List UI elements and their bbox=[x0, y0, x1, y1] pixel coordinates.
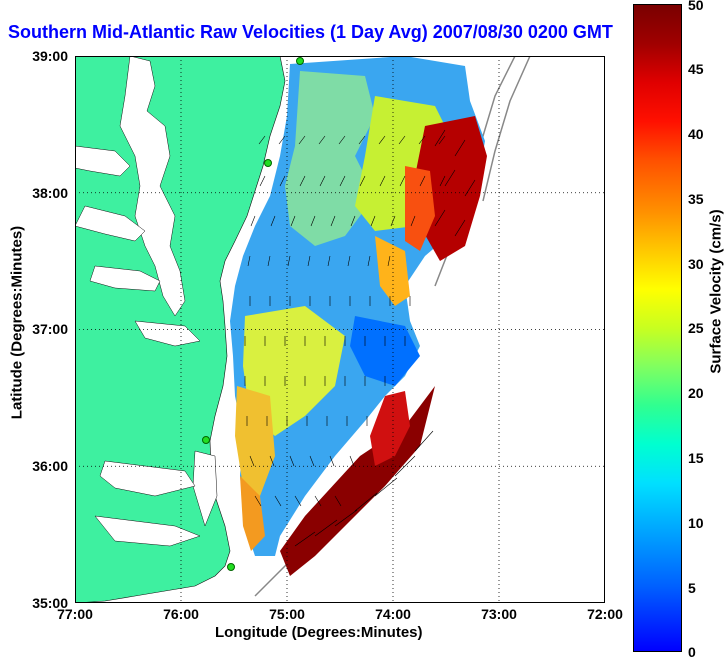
map-graphic bbox=[75, 56, 605, 603]
x-tick-label: 75:00 bbox=[257, 606, 317, 622]
colorbar-tick-label: 40 bbox=[688, 126, 704, 142]
map-title: Southern Mid-Atlantic Raw Velocities (1 … bbox=[8, 22, 628, 48]
velocity-map bbox=[75, 56, 605, 603]
x-tick-label: 73:00 bbox=[469, 606, 529, 622]
colorbar-title: Surface Velocity (cm/s) bbox=[708, 192, 724, 392]
y-tick-label: 39:00 bbox=[8, 48, 68, 64]
x-tick-label: 77:00 bbox=[45, 606, 105, 622]
colorbar bbox=[633, 4, 682, 652]
colorbar-tick-label: 45 bbox=[688, 61, 704, 77]
colorbar-tick-label: 20 bbox=[688, 385, 704, 401]
x-axis-title: Longitude (Degrees:Minutes) bbox=[215, 624, 423, 641]
y-tick-label: 38:00 bbox=[8, 185, 68, 201]
colorbar-tick-label: 5 bbox=[688, 580, 696, 596]
colorbar-tick-label: 35 bbox=[688, 191, 704, 207]
y-tick-label: 36:00 bbox=[8, 458, 68, 474]
y-axis-title: Latitude (Degrees:Minutes) bbox=[9, 213, 26, 433]
x-tick-label: 72:00 bbox=[575, 606, 635, 622]
x-tick-label: 76:00 bbox=[151, 606, 211, 622]
colorbar-tick-label: 30 bbox=[688, 256, 704, 272]
colorbar-tick-label: 0 bbox=[688, 644, 696, 660]
colorbar-tick-label: 50 bbox=[688, 0, 704, 13]
x-tick-label: 74:00 bbox=[363, 606, 423, 622]
colorbar-tick-label: 10 bbox=[688, 515, 704, 531]
colorbar-tick-label: 25 bbox=[688, 320, 704, 336]
colorbar-tick-label: 15 bbox=[688, 450, 704, 466]
